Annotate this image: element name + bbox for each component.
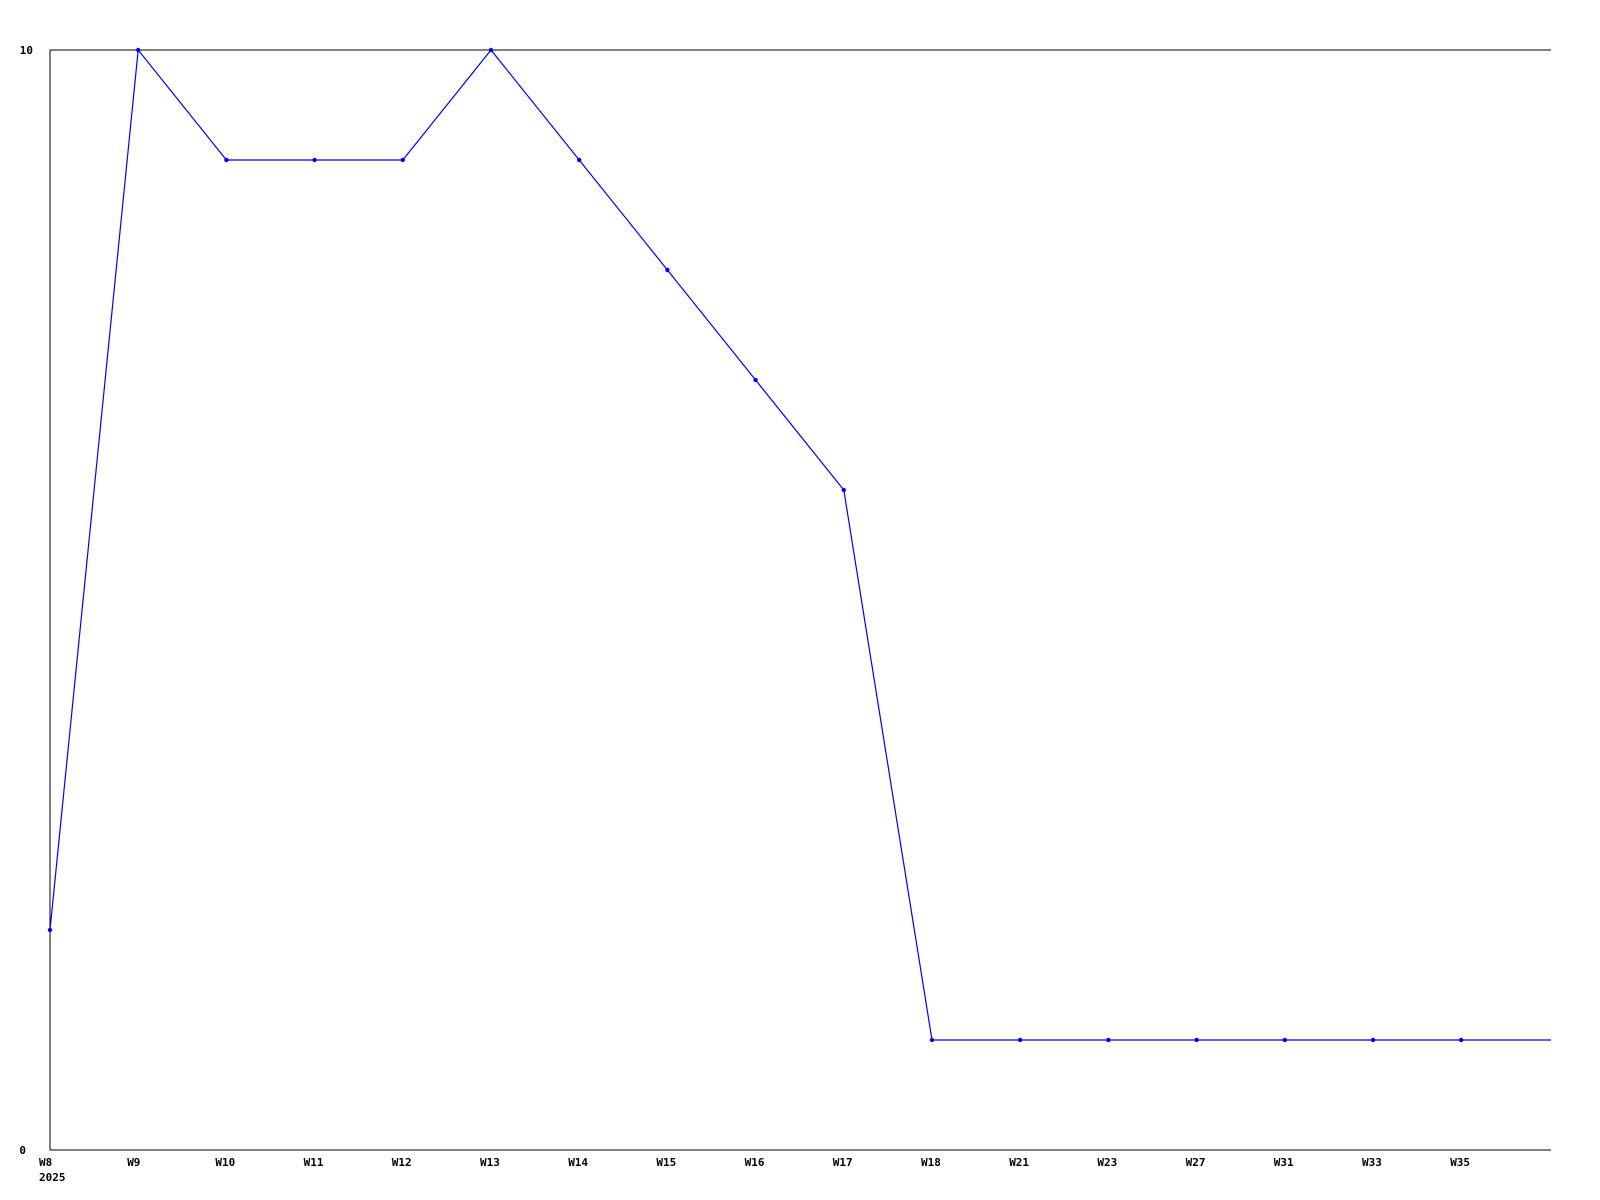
x-sublabel-year: 2025 bbox=[39, 1171, 66, 1184]
x-tick-label: W33 bbox=[1362, 1156, 1382, 1169]
x-tick-label: W8 bbox=[39, 1156, 52, 1169]
x-tick-label: W23 bbox=[1097, 1156, 1117, 1169]
axes bbox=[49, 49, 1551, 1151]
data-point bbox=[224, 157, 229, 163]
data-point bbox=[929, 1037, 935, 1043]
y-tick-label: 10 bbox=[20, 44, 33, 57]
x-tick-label: W18 bbox=[921, 1156, 941, 1169]
data-point bbox=[136, 47, 141, 53]
x-tick-label: W17 bbox=[833, 1156, 853, 1169]
data-point bbox=[1106, 1037, 1111, 1043]
x-tick-label: W10 bbox=[215, 1156, 235, 1169]
data-point bbox=[400, 157, 405, 163]
series-line bbox=[49, 48, 1551, 1041]
y-tick-label: 0 bbox=[19, 1144, 26, 1157]
x-tick-label: W16 bbox=[745, 1156, 765, 1169]
data-point bbox=[1282, 1037, 1288, 1043]
data-point bbox=[753, 377, 758, 383]
x-tick-label: W15 bbox=[656, 1156, 676, 1169]
data-point bbox=[488, 47, 494, 53]
data-point bbox=[665, 267, 670, 273]
data-point bbox=[1370, 1037, 1376, 1043]
x-tick-label: W11 bbox=[304, 1156, 324, 1169]
data-point bbox=[47, 927, 53, 933]
x-tick-label: W31 bbox=[1274, 1156, 1294, 1169]
x-tick-label: W12 bbox=[392, 1156, 412, 1169]
x-tick-label: W9 bbox=[127, 1156, 140, 1169]
data-point bbox=[577, 157, 582, 163]
x-tick-label: W35 bbox=[1450, 1156, 1470, 1169]
x-tick-label: W27 bbox=[1186, 1156, 1206, 1169]
data-point bbox=[841, 487, 846, 493]
tick-labels: 10 0 W8 W9 W10 W11 W12 W13 W14 W15 W16 W17 W18 W21 W23… bbox=[19, 44, 1470, 1184]
x-tick-label: W13 bbox=[480, 1156, 500, 1169]
x-tick-label: W14 bbox=[568, 1156, 588, 1169]
data-point bbox=[1194, 1037, 1199, 1043]
data-point bbox=[1459, 1037, 1464, 1043]
series bbox=[47, 47, 1551, 1043]
x-tick-label: W21 bbox=[1009, 1156, 1029, 1169]
data-point bbox=[1018, 1037, 1023, 1043]
data-point bbox=[312, 157, 317, 163]
